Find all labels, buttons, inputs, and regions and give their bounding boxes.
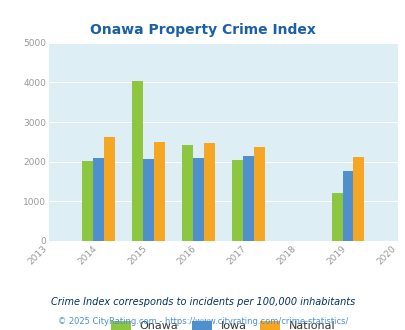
Bar	[203, 144, 214, 241]
Bar	[253, 148, 264, 241]
Text: Onawa Property Crime Index: Onawa Property Crime Index	[90, 23, 315, 37]
Bar	[104, 137, 115, 241]
Text: Crime Index corresponds to incidents per 100,000 inhabitants: Crime Index corresponds to incidents per…	[51, 297, 354, 307]
Legend: Onawa, Iowa, National: Onawa, Iowa, National	[106, 316, 339, 330]
Bar	[342, 171, 353, 241]
Bar	[143, 159, 153, 241]
Bar	[82, 161, 93, 241]
Text: © 2025 CityRating.com - https://www.cityrating.com/crime-statistics/: © 2025 CityRating.com - https://www.city…	[58, 317, 347, 326]
Bar	[132, 81, 143, 241]
Bar	[93, 158, 104, 241]
Bar	[242, 156, 253, 241]
Bar	[353, 156, 364, 241]
Bar	[153, 142, 164, 241]
Bar	[192, 158, 203, 241]
Bar	[231, 160, 242, 241]
Bar	[331, 193, 342, 241]
Bar	[181, 145, 192, 241]
